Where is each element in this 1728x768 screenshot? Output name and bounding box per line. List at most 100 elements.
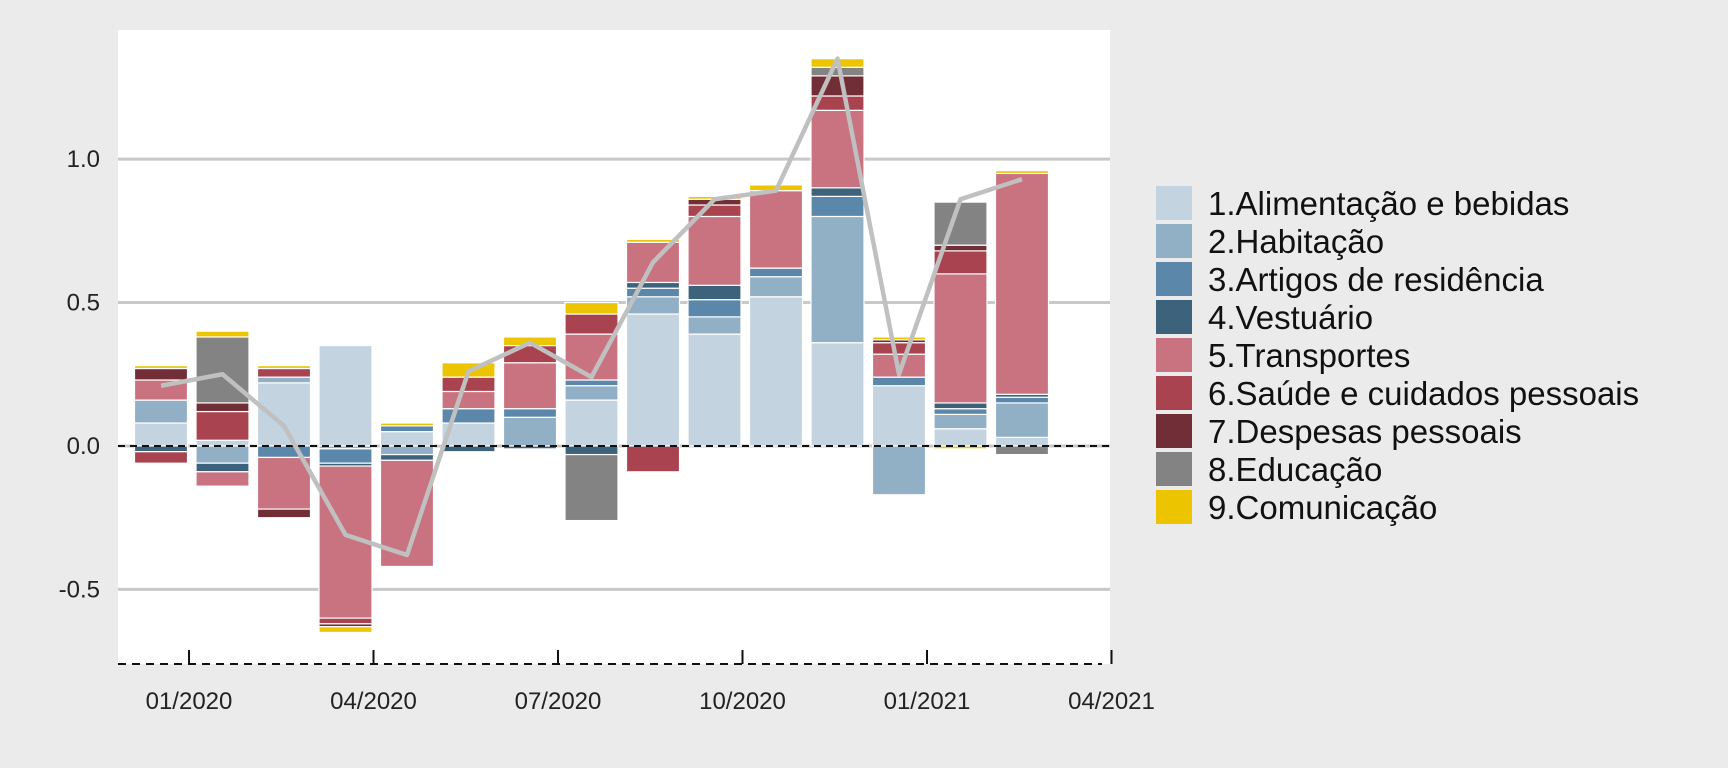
bar-stack xyxy=(133,365,189,464)
bar-segment xyxy=(748,296,804,447)
bar-segment xyxy=(748,190,804,269)
legend-swatch xyxy=(1156,186,1192,220)
legend-item: 7.Despesas pessoais xyxy=(1156,413,1522,450)
bar-segment xyxy=(195,471,250,487)
bar-segment xyxy=(564,379,619,387)
legend-swatch xyxy=(1156,262,1192,296)
legend-item: 8.Educação xyxy=(1156,451,1382,488)
bar-segment xyxy=(810,342,865,447)
bar-stack xyxy=(810,58,865,447)
bar-segment xyxy=(564,313,619,335)
legend-item: 6.Saúde e cuidados pessoais xyxy=(1156,375,1639,412)
bar-segment xyxy=(625,238,681,243)
bar-segment xyxy=(564,453,619,522)
y-tick-label: 0.0 xyxy=(67,433,100,460)
bar-stack xyxy=(195,330,250,487)
bar-segment xyxy=(564,301,619,315)
x-tick-label: 07/2020 xyxy=(515,688,602,715)
bar-stack xyxy=(318,344,373,634)
bar-stack xyxy=(933,201,988,450)
bar-segment xyxy=(441,376,496,393)
x-tick-label: 04/2021 xyxy=(1068,688,1155,715)
legend: 1.Alimentação e bebidas2.Habitação3.Arti… xyxy=(1156,185,1639,526)
bar-segment xyxy=(933,428,988,447)
bar-segment xyxy=(318,448,373,464)
legend-swatch xyxy=(1156,376,1192,410)
bar-segment xyxy=(810,195,865,218)
bar-segment xyxy=(133,365,189,370)
bar-segment xyxy=(933,402,988,410)
legend-item: 3.Artigos de residência xyxy=(1156,261,1544,298)
bar-stack xyxy=(994,169,1050,456)
legend-label: 7.Despesas pessoais xyxy=(1208,413,1522,450)
bar-segment xyxy=(564,399,619,447)
bar-segment xyxy=(748,276,804,298)
bar-segment xyxy=(871,445,927,496)
bar-segment xyxy=(379,453,435,461)
bar-segment xyxy=(256,382,312,447)
bar-segment xyxy=(564,445,619,456)
bar-segment xyxy=(687,284,742,301)
bar-segment xyxy=(564,385,619,401)
bar-segment xyxy=(256,456,312,510)
bar-segment xyxy=(502,408,558,418)
legend-item: 9.Comunicação xyxy=(1156,489,1437,526)
bar-segment xyxy=(441,390,496,410)
legend-swatch xyxy=(1156,414,1192,448)
bar-segment xyxy=(195,445,250,464)
bar-segment xyxy=(195,330,250,338)
bar-segment xyxy=(687,215,742,286)
bar-segment xyxy=(379,425,435,433)
bar-segment xyxy=(871,342,927,355)
bar-segment xyxy=(994,169,1050,175)
bar-segment xyxy=(933,273,988,404)
legend-swatch xyxy=(1156,300,1192,334)
bar-segment xyxy=(625,281,681,289)
legend-item: 5.Transportes xyxy=(1156,337,1410,374)
x-tick-label: 01/2021 xyxy=(884,688,971,715)
bar-segment xyxy=(502,362,558,410)
bar-segment xyxy=(748,267,804,278)
y-tick-label: -0.5 xyxy=(59,576,100,603)
bar-segment xyxy=(625,313,681,447)
legend-label: 8.Educação xyxy=(1208,451,1382,488)
bar-segment xyxy=(871,336,927,341)
bar-segment xyxy=(933,413,988,430)
bar-segment xyxy=(871,376,927,387)
bar-segment xyxy=(318,617,373,625)
bar-segment xyxy=(994,172,1050,395)
legend-item: 2.Habitação xyxy=(1156,223,1384,260)
bar-segment xyxy=(318,626,373,634)
legend-item: 4.Vestuário xyxy=(1156,299,1373,336)
y-tick-label: 0.5 xyxy=(67,290,100,317)
bar-segment xyxy=(687,333,742,447)
legend-swatch xyxy=(1156,490,1192,524)
bar-segment xyxy=(256,508,312,519)
bar-segment xyxy=(133,399,189,424)
y-axis-ticks: 1.0 0.5 0.0 -0.5 xyxy=(59,146,100,603)
bar-segment xyxy=(810,75,865,97)
bar-segment xyxy=(994,436,1050,447)
bar-stack xyxy=(256,365,312,519)
legend-label: 4.Vestuário xyxy=(1208,299,1373,336)
bar-segment xyxy=(195,462,250,473)
bar-segment xyxy=(133,422,189,447)
bar-segment xyxy=(810,187,865,197)
bar-segment xyxy=(256,376,312,384)
bar-segment xyxy=(379,422,435,427)
bar-segment xyxy=(994,396,1050,404)
bar-segment xyxy=(625,445,681,473)
x-tick-label: 04/2020 xyxy=(330,688,417,715)
bar-segment xyxy=(379,445,435,456)
bar-segment xyxy=(133,451,189,464)
bar-segment xyxy=(195,336,250,404)
bar-segment xyxy=(994,445,1050,456)
bar-segment xyxy=(318,344,373,447)
legend-label: 3.Artigos de residência xyxy=(1208,261,1544,298)
bar-stack xyxy=(871,336,927,496)
legend-label: 5.Transportes xyxy=(1208,337,1410,374)
bar-segment xyxy=(379,431,435,447)
bar-segment xyxy=(994,402,1050,438)
x-tick-label: 01/2020 xyxy=(146,688,233,715)
bar-segment xyxy=(810,215,865,344)
